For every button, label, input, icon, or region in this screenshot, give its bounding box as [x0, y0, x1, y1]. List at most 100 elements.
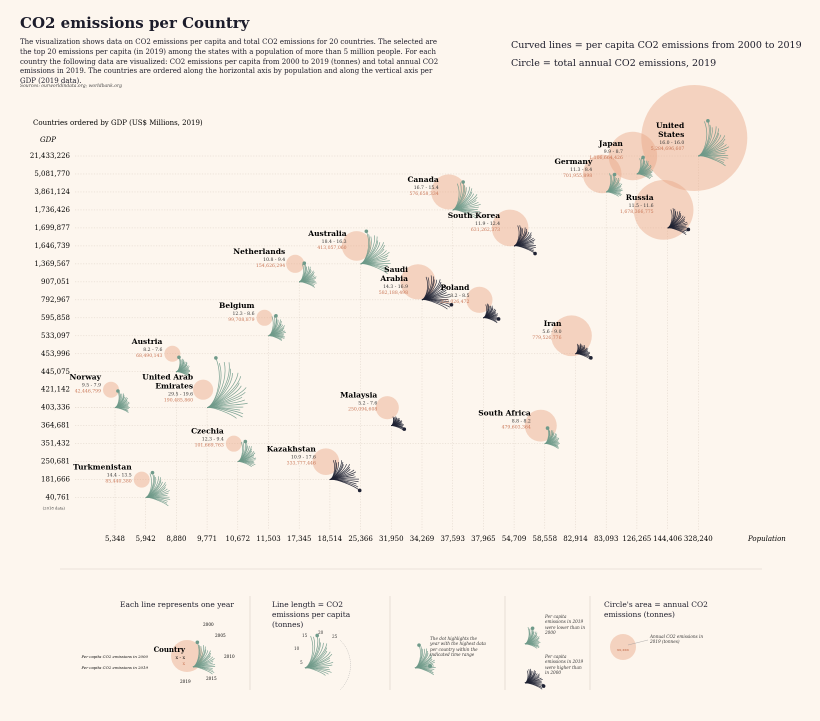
max-year-dot — [177, 355, 181, 360]
legend-higher: Per capita emissions in 2019 were higher… — [545, 654, 587, 676]
emission-line — [483, 317, 498, 324]
x-tick-label: 17,345 — [287, 535, 312, 543]
emission-fan — [237, 439, 257, 467]
emission-line — [606, 191, 619, 197]
emission-line — [414, 667, 434, 676]
country-range: 5.2 - 7.6 — [358, 401, 377, 407]
country-name: United — [656, 121, 685, 130]
emission-fan — [513, 225, 537, 256]
emission-circle — [286, 254, 305, 273]
emission-fan — [360, 229, 391, 274]
country-name: South Africa — [478, 409, 531, 418]
country-name: Iran — [544, 319, 562, 328]
emission-line — [268, 335, 283, 341]
emission-circle — [193, 379, 214, 400]
emission-fan — [421, 275, 454, 310]
legend-highlight-dot — [428, 664, 432, 668]
legend-length-arc — [339, 639, 351, 691]
emission-line — [391, 425, 404, 431]
emission-line — [206, 407, 237, 419]
x-tick-label: 5,942 — [136, 535, 156, 543]
emission-fan — [524, 626, 541, 649]
emission-circle — [491, 209, 529, 247]
legend-sample-circle — [171, 640, 203, 672]
x-tick-label: 8,880 — [166, 535, 186, 543]
country-range: 16.7 - 15.4 — [414, 185, 439, 191]
country-range: 11.5 - 11.6 — [629, 203, 654, 209]
max-year-dot — [530, 626, 535, 631]
legend-country-label: Country — [154, 645, 186, 654]
legend-length-tick: 5 — [300, 660, 303, 665]
emission-circle — [103, 381, 119, 398]
country-range: 11.9 - 12.4 — [475, 221, 500, 227]
x-tick-label: 37,965 — [471, 535, 496, 543]
emission-fan — [698, 119, 730, 167]
emission-line — [237, 461, 252, 467]
country-name: Australia — [307, 229, 346, 238]
x-tick-label: 25,366 — [348, 535, 373, 543]
emission-fan — [606, 172, 623, 197]
max-year-dot — [706, 119, 710, 123]
x-tick-label: 126,265 — [622, 535, 651, 543]
y-tick-label: 1,736,426 — [34, 206, 70, 214]
legend-lines-text: Curved lines = per capita CO2 emissions … — [511, 40, 802, 51]
max-year-dot — [496, 317, 501, 321]
fans-layer — [114, 119, 730, 507]
legend-area-pointer — [627, 639, 649, 646]
max-year-dot — [274, 314, 278, 318]
x-tick-label: 34,269 — [410, 535, 435, 543]
emission-circle — [641, 85, 748, 191]
x-axis-label: Population — [747, 535, 786, 543]
y-tick-label: 792,967 — [41, 296, 70, 304]
x-tick-label: 58,558 — [533, 535, 558, 543]
emission-fan — [206, 356, 248, 419]
emission-circle — [133, 471, 150, 488]
max-year-dot — [214, 356, 218, 360]
emission-line — [329, 479, 360, 491]
y-tick-label: 5,081,770 — [34, 170, 70, 178]
x-tick-label: 5,348 — [105, 535, 125, 543]
country-name: United Arab — [142, 373, 193, 382]
x-tick-label: 9,771 — [197, 535, 217, 543]
x-tick-label: 11,503 — [256, 535, 281, 543]
emission-line — [304, 667, 326, 676]
emission-circle — [466, 286, 493, 313]
legend-year-label: 2005 — [215, 633, 226, 638]
country-range: 9.9 - 8.7 — [604, 149, 623, 155]
country-total: 1,678,366,775 — [620, 209, 654, 215]
country-total: 250,094,608 — [348, 407, 377, 413]
max-year-dot — [195, 640, 200, 645]
country-range: 14.4 - 13.5 — [107, 473, 132, 479]
country-total: 779,526,776 — [532, 335, 561, 341]
legend-length-tick: 25 — [332, 634, 338, 639]
max-year-dot — [417, 643, 421, 647]
max-year-dot — [449, 302, 454, 307]
top-legend: Curved lines = per capita CO2 emissions … — [511, 37, 802, 73]
country-range: 10.8 - 9.4 — [263, 257, 285, 263]
max-year-dot — [541, 684, 546, 688]
legend-year-label: 2015 — [206, 676, 217, 681]
max-year-dot — [116, 389, 120, 393]
emission-line — [698, 155, 726, 167]
country-name: States — [658, 130, 684, 139]
legend-range-label: x - x — [176, 656, 186, 661]
country-range: 12.3 - 9.4 — [202, 437, 224, 443]
legend-note-2019: Per capita CO2 emissions in 2019 — [80, 665, 148, 670]
country-name: Saudi — [384, 265, 408, 274]
legend-length-fan: 5 10 15 20 25 — [294, 630, 351, 691]
legend-line-year: Each line represents one year — [120, 600, 234, 610]
country-total: 576,658,334 — [409, 191, 438, 197]
country-total: 582,188,498 — [379, 290, 408, 296]
legend-area-value: xx,xxx — [617, 647, 630, 652]
legend-line-year-title: Each line represents one year — [120, 600, 234, 609]
max-year-dot — [641, 155, 645, 160]
y-tick-label: 351,432 — [41, 440, 70, 448]
y-tick-label: 21,433,226 — [30, 152, 71, 160]
legend-length-tick: 20 — [318, 630, 324, 635]
country-total: 85,440,380 — [105, 479, 131, 485]
emission-circle — [256, 309, 273, 326]
y-tick-label: 907,051 — [41, 278, 70, 286]
country-name: Netherlands — [233, 247, 285, 256]
legend-values-label: x — [182, 662, 185, 667]
